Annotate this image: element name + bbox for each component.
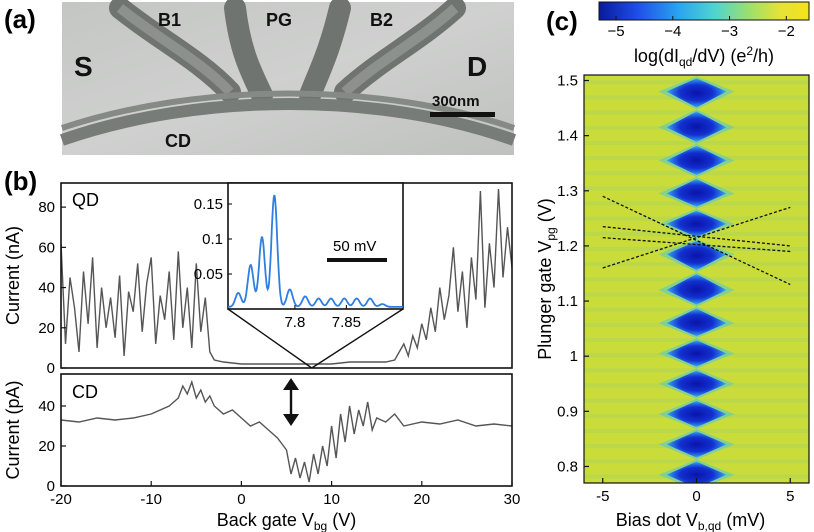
coulomb-diamond xyxy=(666,78,727,108)
dashed-guide-line xyxy=(602,206,791,269)
inset-scalebar xyxy=(327,258,387,262)
c-ytick-label: 1.2 xyxy=(557,238,578,255)
colorbar-tick-label: −5 xyxy=(607,23,624,40)
sem-cd-edge xyxy=(61,90,515,131)
pg-label: PG xyxy=(266,10,292,30)
colorbar xyxy=(598,1,810,21)
cd-xlabel: Back gate Vbg (V) xyxy=(217,510,356,532)
qd-ytick-label: 0 xyxy=(47,360,55,377)
coulomb-diamond xyxy=(666,274,727,305)
colorbar-tick-label: −2 xyxy=(778,23,795,40)
qd-ytick-label: 60 xyxy=(38,239,55,256)
cd-xtick-label: -20 xyxy=(50,491,72,508)
c-ytick-label: 1.4 xyxy=(557,128,578,145)
chart-stability-diagram: 0.8 0.9 1 1.1 1.2 1.3 1.4 1.5 -5 0 5 Bias dot Vb,qd… xyxy=(535,1,810,532)
cd-xtick-label: 30 xyxy=(504,491,521,508)
chart-cd: 0 20 40 -20 -10 0 10 20 30 CD Current (pA) Back gat… xyxy=(3,373,521,532)
panel-label-c: (c) xyxy=(546,6,578,36)
panel-label-b: (b) xyxy=(4,166,37,196)
coulomb-diamond xyxy=(666,179,727,207)
cd-ytick-label: 40 xyxy=(38,398,55,415)
coulomb-diamond xyxy=(666,400,727,428)
arrow-head-up xyxy=(283,378,300,390)
coulomb-diamond xyxy=(666,308,727,337)
inset-scalebar-label: 50 mV xyxy=(333,238,376,255)
b1-label: B1 xyxy=(158,10,181,30)
qd-label: QD xyxy=(72,190,99,210)
cd-ytick-label: 20 xyxy=(38,438,55,455)
dashed-guide-line xyxy=(602,195,791,286)
sem-image: S D B1 PG B2 CD 300nm xyxy=(60,0,517,155)
c-ytick-label: 1 xyxy=(570,348,578,365)
qd-ytick-label: 80 xyxy=(38,199,55,216)
coulomb-diamond xyxy=(666,431,727,458)
c-ytick-label: 0.8 xyxy=(557,458,578,475)
sem-gate-edges xyxy=(116,4,459,96)
c-ytick-label: 0.9 xyxy=(557,403,578,420)
inset-ytick-label: 0.15 xyxy=(194,196,223,213)
cd-xtick-label: -10 xyxy=(140,491,162,508)
cd-plot-frame xyxy=(60,373,513,487)
c-xtick-label: 5 xyxy=(786,488,794,505)
heatmap-image xyxy=(584,75,809,483)
qd-ytick-label: 40 xyxy=(38,280,55,297)
cd-xtick-label: 10 xyxy=(323,491,340,508)
c-ytick-label: 1.5 xyxy=(557,73,578,90)
coulomb-diamond xyxy=(666,111,727,142)
coulomb-diamond xyxy=(666,340,727,367)
cd-ytick-label: 0 xyxy=(47,478,55,495)
cd-xtick-label: 20 xyxy=(413,491,430,508)
qd-current-trace xyxy=(61,188,512,365)
dashed-guide-line xyxy=(602,225,791,247)
coulomb-diamond xyxy=(666,461,727,483)
inset-zoom-line-right xyxy=(311,308,404,369)
cd-label: CD xyxy=(165,131,191,151)
colorbar-tick-label: −4 xyxy=(664,23,681,40)
inset-ytick-label: 0.05 xyxy=(194,266,223,283)
inset-ytick-label: 0.1 xyxy=(202,231,223,248)
cd-ylabel: Current (pA) xyxy=(3,380,23,479)
arrow-head-down xyxy=(283,414,300,426)
drain-label: D xyxy=(467,51,487,82)
dashed-guide-line xyxy=(602,237,791,253)
source-label: S xyxy=(74,51,93,82)
coulomb-diamond xyxy=(666,210,727,238)
c-ylabel: Plunger gate Vpg (V) xyxy=(535,198,558,359)
colorbar-label: log(dIqd/dV) (e2/h) xyxy=(634,44,774,69)
inset-xtick-label: 7.85 xyxy=(332,314,361,331)
colorbar-tick-label: −3 xyxy=(721,23,738,40)
panel-label-a: (a) xyxy=(4,4,36,34)
inset-zoom-line-left xyxy=(227,308,313,369)
coulomb-diamond xyxy=(666,370,727,397)
c-xtick-label: -5 xyxy=(596,488,609,505)
qd-ylabel: Current (nA) xyxy=(3,226,23,325)
cd-label: CD xyxy=(72,382,98,402)
inset-peak-trace xyxy=(228,194,403,308)
sem-cd-channel xyxy=(60,98,517,146)
chart-qd: 0 20 40 60 80 QD Current (nA) 0.05 0.1 0.15 7.8 7.8… xyxy=(3,182,513,377)
c-ytick-label: 1.3 xyxy=(557,183,578,200)
qd-ytick-label: 20 xyxy=(38,320,55,337)
scalebar-label: 300nm xyxy=(432,93,480,110)
c-xlabel: Bias dot Vb,qd (mV) xyxy=(616,510,765,532)
coulomb-diamond xyxy=(666,145,727,175)
c-xtick-label: 0 xyxy=(692,488,700,505)
b2-label: B2 xyxy=(370,10,393,30)
cd-xtick-label: 0 xyxy=(237,491,245,508)
scalebar xyxy=(430,112,495,117)
c-ytick-label: 1.1 xyxy=(557,293,578,310)
coulomb-diamond xyxy=(666,241,727,271)
inset-xtick-label: 7.8 xyxy=(284,314,305,331)
cd-current-trace xyxy=(61,379,512,483)
